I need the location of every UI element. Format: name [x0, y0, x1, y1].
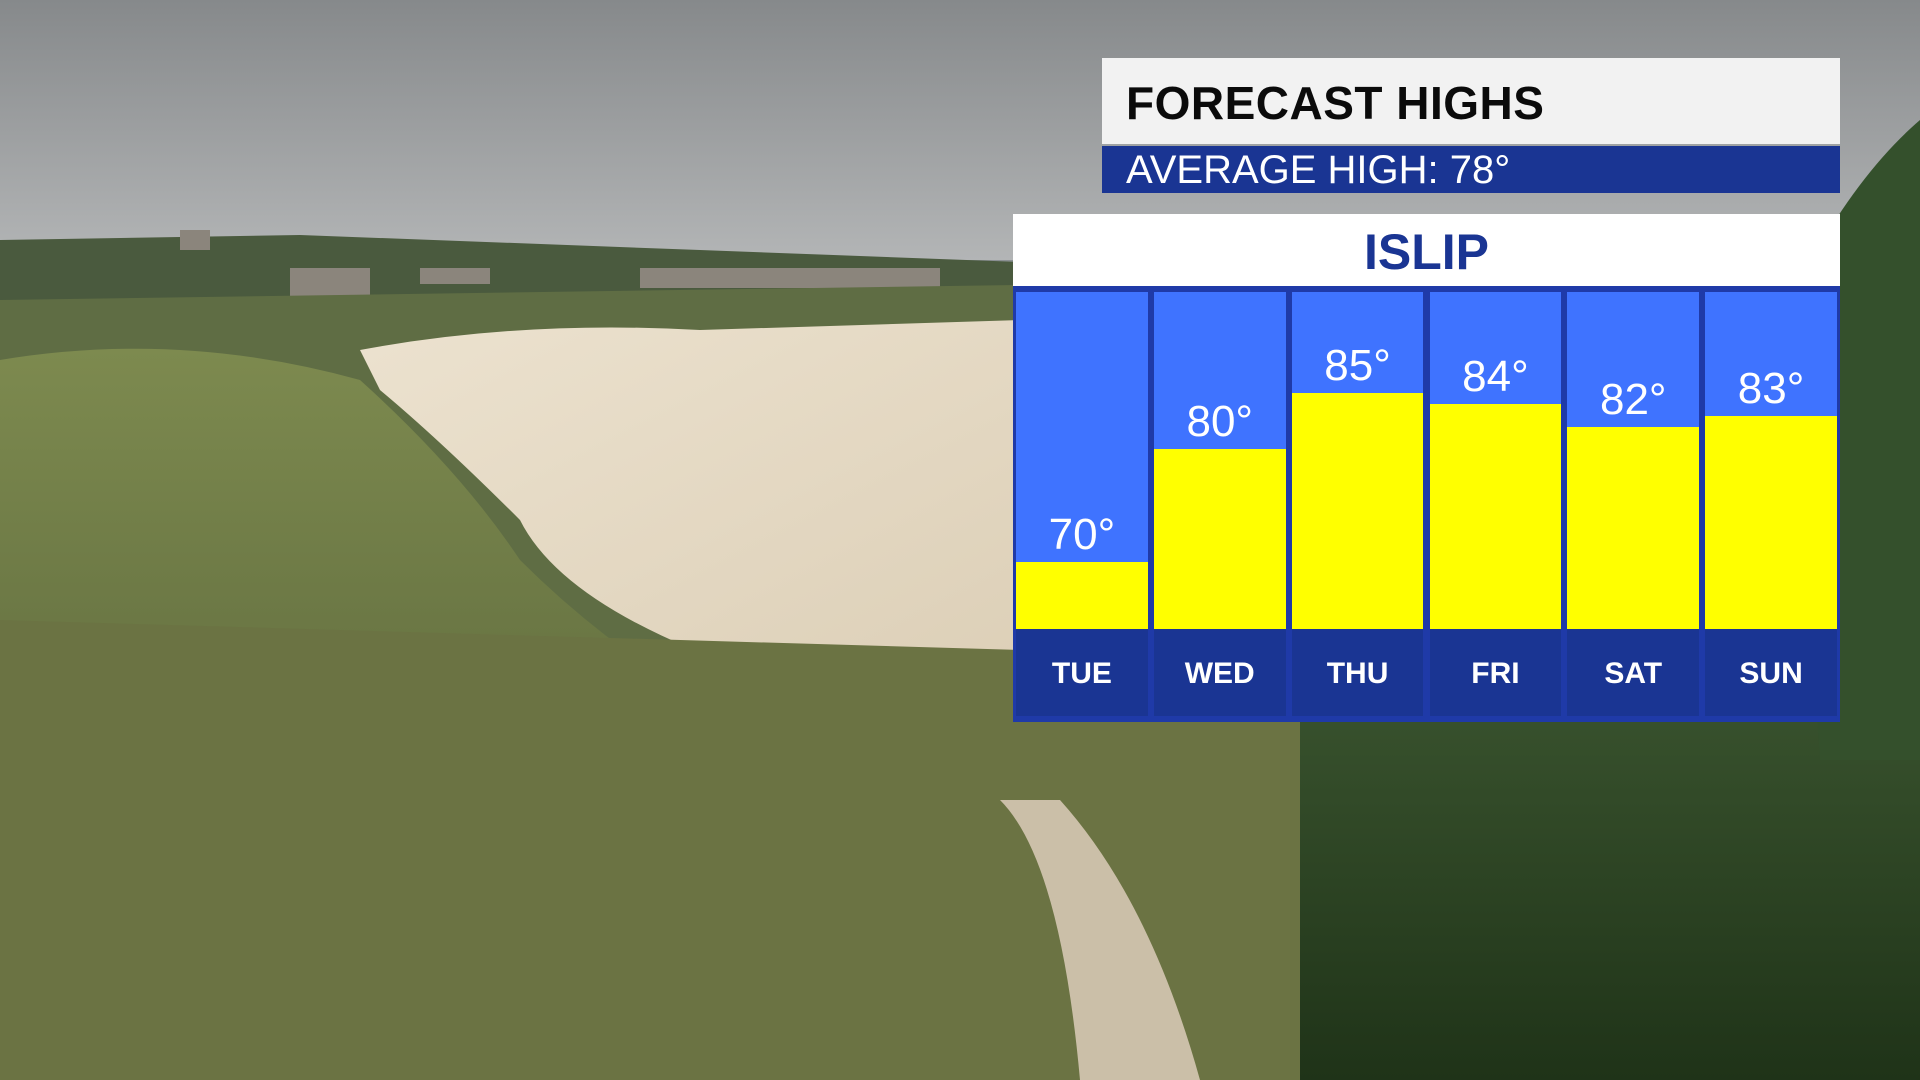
day-cell-sat: SAT: [1567, 629, 1700, 716]
day-cell-sun: SUN: [1705, 629, 1837, 716]
temperature-value-thu: 85°: [1324, 341, 1391, 391]
day-label: WED: [1184, 657, 1255, 690]
temperature-bar-sun: [1705, 415, 1837, 629]
average-high-banner: AVERAGE HIGH: 78°: [1102, 146, 1840, 193]
temperature-bar-thu: [1291, 393, 1424, 629]
temperature-value-sun: 83°: [1737, 363, 1805, 413]
day-label: SUN: [1739, 657, 1803, 690]
day-cell-wed: WED: [1153, 629, 1286, 716]
temperature-bar-sat: [1567, 426, 1700, 629]
location-name: ISLIP: [1363, 224, 1490, 280]
chart-title: FORECAST HIGHS: [1126, 77, 1545, 129]
temperature-value-wed: 80°: [1186, 397, 1254, 447]
day-label: FRI: [1471, 657, 1520, 690]
temperature-value-sat: 82°: [1599, 374, 1667, 424]
temperature-value-tue: 70°: [1048, 509, 1116, 559]
temperature-value-fri: 84°: [1462, 352, 1529, 402]
title-banner: FORECAST HIGHS: [1102, 58, 1840, 144]
day-label: THU: [1326, 657, 1389, 690]
day-label: SAT: [1604, 657, 1663, 690]
day-label: TUE: [1051, 657, 1112, 690]
temperature-bar-fri: [1429, 404, 1562, 629]
temperature-bar-tue: [1016, 561, 1148, 629]
forecast-column-wed: 80° WED: [1153, 292, 1286, 716]
average-high-label: AVERAGE HIGH: 78°: [1126, 148, 1511, 192]
forecast-column-sat: 82° SAT: [1567, 292, 1700, 716]
forecast-column-tue: 70° TUE: [1016, 292, 1148, 716]
location-header: ISLIP: [1013, 214, 1840, 286]
forecast-column-fri: 84° FRI: [1429, 292, 1562, 716]
temperature-bar-wed: [1153, 449, 1286, 629]
forecast-bar-chart: 70° TUE 80° WED 85° THU 84° FRI 82° SAT 83° SUN: [1013, 286, 1840, 722]
day-cell-tue: TUE: [1016, 629, 1148, 716]
day-cell-fri: FRI: [1429, 629, 1562, 716]
day-cell-thu: THU: [1291, 629, 1424, 716]
forecast-column-sun: 83° SUN: [1705, 292, 1837, 716]
forecast-column-thu: 85° THU: [1291, 292, 1424, 716]
